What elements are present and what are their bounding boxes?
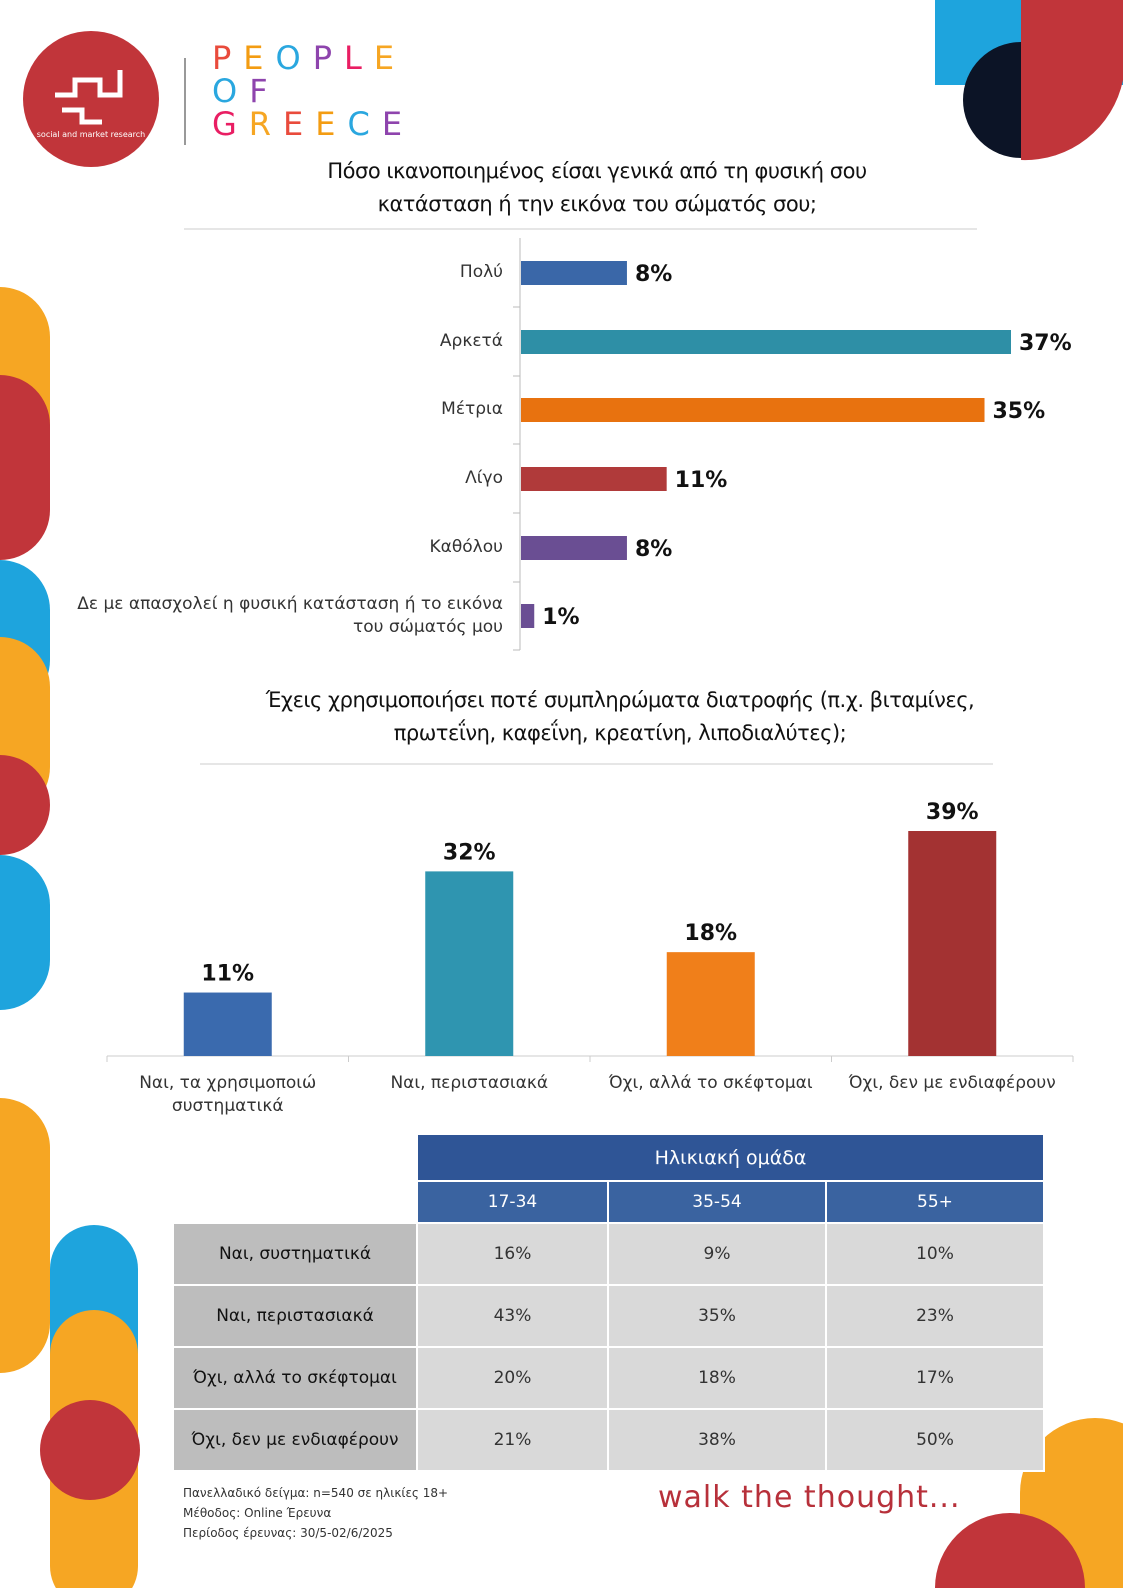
- slogan: walk the thought...: [658, 1480, 961, 1515]
- bar: [521, 536, 627, 560]
- bar: [908, 831, 997, 1056]
- value-label: 35%: [993, 399, 1046, 424]
- note: Περίοδος έρευνας: 30/5-02/6/2025: [183, 1526, 393, 1540]
- bar: [521, 330, 1011, 354]
- bar: [521, 261, 627, 285]
- category-label: Όχι, αλλά το σκέφτομαι: [608, 1073, 813, 1093]
- table-row: Όχι, δεν με ενδιαφέρουν 21% 38% 50%: [172, 1408, 1045, 1472]
- brand: PEOPLE OF GREECE: [212, 42, 414, 141]
- note: Πανελλαδικό δείγμα: n=540 σε ηλικίες 18+: [183, 1486, 449, 1500]
- cell: 35%: [607, 1284, 827, 1348]
- category-label: Μέτρια: [441, 399, 503, 419]
- category-label: Ναι, περιστασιακά: [390, 1073, 549, 1093]
- value-label: 18%: [684, 921, 737, 946]
- value-label: 39%: [926, 800, 979, 825]
- column-header: 55+: [825, 1180, 1045, 1224]
- cell: 10%: [825, 1222, 1045, 1286]
- category-label: Όχι, δεν με ενδιαφέρουν: [848, 1073, 1056, 1093]
- notes: Πανελλαδικό δείγμα: n=540 σε ηλικίες 18+…: [183, 1483, 448, 1543]
- table: Ηλικιακή ομάδα 17-34 35-54 55+ Ναι, συστηματ…: [172, 1133, 1045, 1472]
- category-label: Λίγο: [465, 468, 503, 488]
- cell: 18%: [607, 1346, 827, 1410]
- brand-word: OF: [212, 72, 280, 110]
- empty-cell: [172, 1180, 418, 1224]
- cell: 9%: [607, 1222, 827, 1286]
- row-label: Ναι, συστηματικά: [172, 1222, 418, 1286]
- bar: [666, 952, 755, 1056]
- category-label: Αρκετά: [439, 331, 503, 351]
- bar: [521, 604, 535, 628]
- cell: 16%: [416, 1222, 609, 1286]
- cell: 43%: [416, 1284, 609, 1348]
- bar: [183, 992, 272, 1056]
- column-header: 17-34: [416, 1180, 609, 1224]
- cell: 23%: [825, 1284, 1045, 1348]
- cell: 17%: [825, 1346, 1045, 1410]
- row-label: Ναι, περιστασιακά: [172, 1284, 418, 1348]
- brand-word: PEOPLE: [212, 39, 407, 77]
- value-label: 11%: [675, 468, 728, 493]
- chart-title: Πόσο ικανοποιημένος είσαι γενικά από τη …: [327, 159, 867, 216]
- cell: 21%: [416, 1408, 609, 1472]
- bar: [521, 398, 985, 422]
- header-row: Ηλικιακή ομάδα: [172, 1133, 1045, 1182]
- note: Μέθοδος: Online Έρευνα: [183, 1506, 332, 1520]
- logo-text: social and market research: [36, 130, 146, 139]
- value-label: 8%: [635, 262, 672, 287]
- chart-title: Έχεις χρησιμοποιήσει ποτέ συμπληρώματα δ…: [265, 688, 975, 745]
- value-label: 8%: [635, 537, 672, 562]
- empty-cell: [172, 1133, 418, 1182]
- value-label: 32%: [443, 840, 496, 865]
- bar: [425, 871, 514, 1056]
- bar: [521, 467, 667, 491]
- category-label: Καθόλου: [429, 537, 503, 557]
- value-label: 1%: [542, 605, 579, 630]
- row-label: Όχι, δεν με ενδιαφέρουν: [172, 1408, 418, 1472]
- cell: 38%: [607, 1408, 827, 1472]
- value-label: 37%: [1019, 331, 1072, 356]
- category-label: Πολύ: [459, 262, 503, 282]
- brand-word: GREECE: [212, 105, 415, 143]
- group-header: Ηλικιακή ομάδα: [416, 1133, 1045, 1182]
- table-row: Όχι, αλλά το σκέφτομαι 20% 18% 17%: [172, 1346, 1045, 1410]
- category-label: Δε με απασχολεί η φυσική κατάσταση ή το …: [77, 594, 503, 637]
- cell: 20%: [416, 1346, 609, 1410]
- table-row: Ναι, περιστασιακά 43% 35% 23%: [172, 1284, 1045, 1348]
- row-label: Όχι, αλλά το σκέφτομαι: [172, 1346, 418, 1410]
- cell: 50%: [825, 1408, 1045, 1472]
- column-row: 17-34 35-54 55+: [172, 1180, 1045, 1224]
- value-label: 11%: [201, 962, 254, 987]
- category-label: Ναι, τα χρησιμοποιώ συστηματικά: [139, 1073, 317, 1116]
- table-row: Ναι, συστηματικά 16% 9% 10%: [172, 1222, 1045, 1286]
- column-header: 35-54: [607, 1180, 827, 1224]
